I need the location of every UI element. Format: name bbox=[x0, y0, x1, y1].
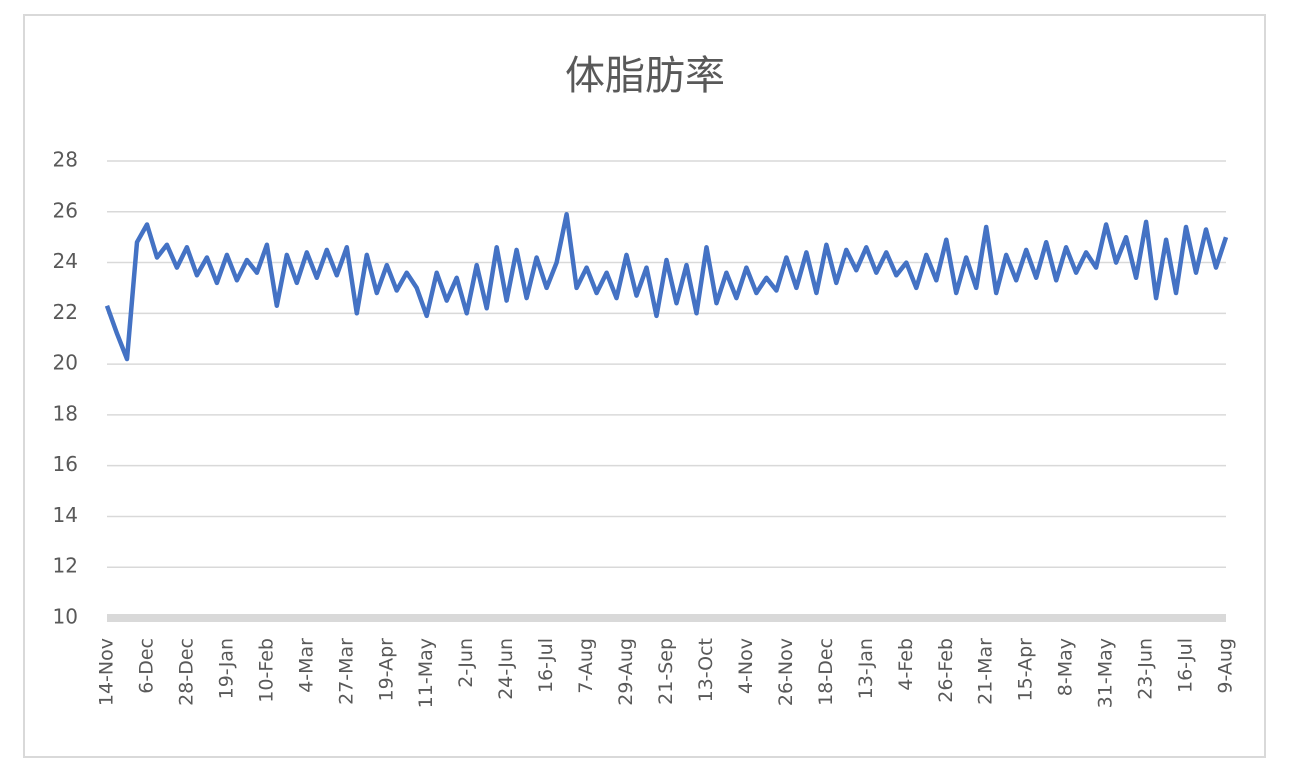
x-tick-label: 19-Jan bbox=[215, 638, 237, 699]
x-tick-label: 19-Apr bbox=[375, 638, 397, 702]
x-tick-label: 10-Feb bbox=[255, 638, 277, 703]
x-tick-label: 13-Oct bbox=[695, 638, 717, 702]
chart-frame bbox=[23, 14, 1266, 758]
y-tick-label: 22 bbox=[53, 300, 78, 324]
x-tick-label: 14-Nov bbox=[96, 638, 118, 706]
x-tick-label: 24-Jun bbox=[495, 638, 517, 700]
x-tick-label: 11-May bbox=[415, 638, 437, 708]
x-tick-label: 31-May bbox=[1095, 638, 1117, 708]
chart-title: 体脂肪率 bbox=[565, 53, 725, 99]
x-tick-label: 6-Dec bbox=[135, 638, 157, 694]
x-tick-label: 8-May bbox=[1055, 638, 1077, 696]
x-tick-label: 28-Dec bbox=[175, 638, 197, 706]
y-tick-label: 26 bbox=[53, 198, 78, 222]
x-tick-label: 29-Aug bbox=[615, 638, 637, 706]
y-tick-label: 12 bbox=[53, 554, 78, 578]
x-tick-label: 4-Feb bbox=[895, 638, 917, 691]
y-tick-label: 16 bbox=[53, 452, 78, 476]
y-tick-label: 14 bbox=[53, 503, 78, 527]
x-tick-label: 23-Jun bbox=[1135, 638, 1157, 700]
x-tick-label: 18-Dec bbox=[815, 638, 837, 706]
x-tick-label: 16-Jul bbox=[535, 638, 557, 693]
data-line bbox=[104, 212, 1229, 362]
y-tick-label: 20 bbox=[53, 351, 78, 375]
x-tick-label: 21-Sep bbox=[655, 638, 677, 705]
y-tick-label: 28 bbox=[53, 148, 78, 172]
x-tick-label: 21-Mar bbox=[975, 638, 997, 705]
x-tick-label: 4-Nov bbox=[735, 638, 757, 694]
x-tick-label: 2-Jun bbox=[455, 638, 477, 688]
y-tick-label: 24 bbox=[53, 249, 78, 273]
y-tick-label: 18 bbox=[53, 401, 78, 425]
x-tick-label: 27-Mar bbox=[335, 638, 357, 705]
x-tick-label: 9-Aug bbox=[1215, 638, 1237, 694]
x-tick-label: 15-Apr bbox=[1015, 638, 1037, 702]
x-tick-label: 4-Mar bbox=[295, 638, 317, 693]
x-tick-label: 26-Feb bbox=[935, 638, 957, 703]
x-tick-label: 16-Jul bbox=[1175, 638, 1197, 693]
y-tick-label: 10 bbox=[53, 605, 78, 629]
x-tick-label: 13-Jan bbox=[855, 638, 877, 699]
x-tick-label: 26-Nov bbox=[775, 638, 797, 706]
x-tick-label: 7-Aug bbox=[575, 638, 597, 694]
